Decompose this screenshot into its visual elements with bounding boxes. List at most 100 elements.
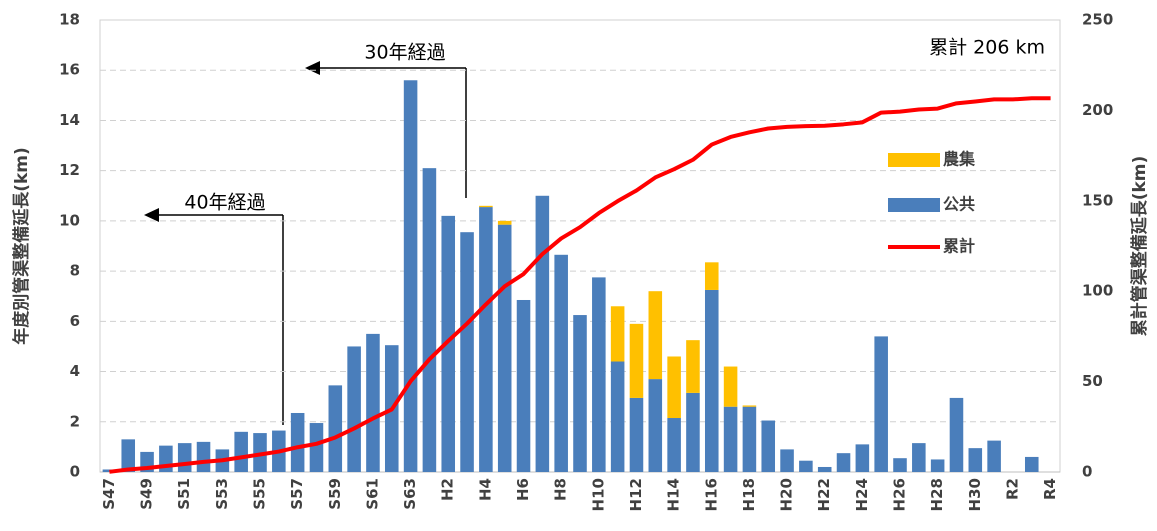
x-tick-label: H24 (853, 478, 871, 511)
x-tick-label: H26 (891, 478, 909, 511)
bar (290, 412, 305, 472)
bar (930, 459, 945, 472)
y-tick-label: 0 (70, 463, 80, 481)
y-axis-label: 年度別管渠整備延長(km) (11, 147, 32, 345)
x-tick-label: H18 (740, 478, 758, 511)
x-tick-label: H6 (514, 478, 532, 501)
x-tick-label: S59 (326, 478, 344, 510)
bar (836, 453, 851, 472)
x-tick-label: H16 (702, 478, 720, 511)
y-tick-label: 12 (59, 161, 80, 179)
y-tick-label: 18 (59, 11, 80, 29)
x-tick-label: H30 (966, 478, 984, 511)
x-tick-label: S57 (288, 478, 306, 510)
x-tick-label: R2 (1003, 478, 1021, 500)
x-tick-label: S53 (213, 478, 231, 510)
bar (309, 423, 324, 472)
y2-tick-label: 200 (1082, 101, 1113, 119)
bar (347, 346, 361, 472)
legend-label: 公共 (943, 195, 975, 214)
y-tick-label: 14 (59, 111, 80, 129)
bar (573, 315, 587, 472)
bar (592, 277, 606, 472)
y2-tick-label: 250 (1082, 11, 1113, 29)
bar (912, 443, 926, 472)
bar (497, 220, 512, 225)
bar (667, 418, 681, 472)
y-tick-label: 2 (70, 412, 80, 430)
bar (403, 80, 418, 473)
cumulative-line (109, 96, 1051, 474)
bar (1024, 456, 1039, 472)
bar (629, 397, 644, 472)
bar (987, 440, 1001, 472)
bar (177, 443, 192, 472)
bar (667, 356, 681, 419)
bar (723, 406, 738, 472)
bar (761, 420, 776, 472)
bar (479, 207, 493, 473)
x-tick-label: S47 (100, 478, 118, 510)
x-tick-label: R4 (1041, 478, 1059, 500)
y2-tick-label: 0 (1082, 463, 1092, 481)
x-tick-label: H22 (815, 478, 833, 511)
bar (742, 406, 757, 472)
legend-swatch (888, 198, 940, 212)
bar (328, 385, 343, 472)
bar (817, 466, 832, 472)
annotation-40: 40年経過 (184, 192, 265, 214)
bar (516, 299, 531, 472)
bar (610, 361, 625, 472)
bar (874, 336, 888, 472)
x-tick-label: H14 (665, 478, 683, 511)
bar (497, 224, 512, 472)
bar (234, 431, 248, 472)
x-tick-label: H12 (627, 478, 645, 511)
bar (893, 458, 907, 472)
annotation-30: 30年経過 (364, 42, 445, 64)
bar (799, 460, 813, 472)
bar (121, 439, 136, 472)
y-tick-label: 10 (59, 211, 80, 229)
x-tick-label: H2 (439, 478, 457, 501)
arrow-40 (144, 208, 284, 425)
bar (441, 215, 456, 472)
y2-tick-label: 150 (1082, 191, 1113, 209)
bar (855, 444, 870, 472)
legend-swatch (888, 153, 940, 167)
total-annotation: 累計 206 km (929, 37, 1045, 59)
x-tick-label: S61 (363, 478, 381, 510)
bar (648, 291, 663, 380)
y2-tick-label: 50 (1082, 372, 1103, 390)
y-tick-label: 6 (70, 312, 80, 330)
bar (610, 306, 625, 362)
y2-tick-label: 100 (1082, 282, 1113, 300)
bar (196, 441, 211, 472)
x-tick-label: H20 (778, 478, 796, 511)
x-tick-label: H4 (476, 478, 494, 501)
x-tick-label: H28 (928, 478, 946, 511)
bar (535, 195, 550, 472)
legend-label: 農集 (943, 150, 976, 169)
y-tick-label: 16 (59, 61, 80, 79)
x-tick-label: S51 (175, 478, 193, 510)
arrow-30 (305, 61, 467, 198)
x-tick-label: S55 (251, 478, 269, 510)
bar (968, 448, 983, 472)
bar (704, 262, 719, 290)
bar (686, 392, 700, 472)
y-tick-label: 8 (70, 262, 80, 280)
x-tick-label: S49 (138, 478, 156, 510)
bar (366, 333, 380, 472)
bar (704, 289, 719, 472)
bar (648, 379, 663, 472)
x-tick-label: H10 (589, 478, 607, 511)
bar (554, 254, 568, 472)
bar (723, 366, 738, 407)
legend-label: 累計 (943, 237, 975, 256)
bar (422, 168, 437, 472)
bar (949, 397, 964, 472)
x-tick-label: H8 (552, 478, 570, 501)
bar (780, 449, 794, 472)
